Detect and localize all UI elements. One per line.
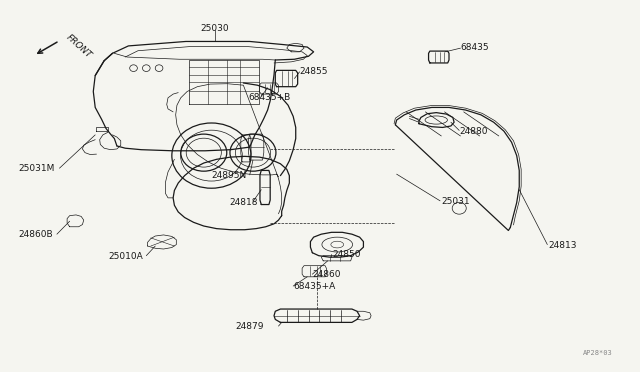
Text: 24850: 24850 (333, 250, 361, 259)
Text: 24855: 24855 (300, 67, 328, 76)
Text: AP28*03: AP28*03 (583, 350, 612, 356)
Text: 24818: 24818 (229, 198, 258, 207)
Text: 68435+A: 68435+A (293, 282, 335, 291)
Text: 24860B: 24860B (19, 230, 53, 240)
Text: 24813: 24813 (548, 241, 577, 250)
Text: 24880: 24880 (460, 126, 488, 136)
Text: 25010A: 25010A (108, 252, 143, 261)
Text: 24895N: 24895N (211, 171, 246, 180)
Text: 68435: 68435 (461, 42, 489, 51)
Text: 24860: 24860 (312, 270, 341, 279)
Text: 24879: 24879 (236, 322, 264, 331)
Text: FRONT: FRONT (65, 33, 93, 60)
Text: 25030: 25030 (200, 24, 229, 33)
Text: 68435+B: 68435+B (248, 93, 291, 102)
Text: 25031: 25031 (442, 197, 470, 206)
Text: 25031M: 25031M (19, 164, 55, 173)
